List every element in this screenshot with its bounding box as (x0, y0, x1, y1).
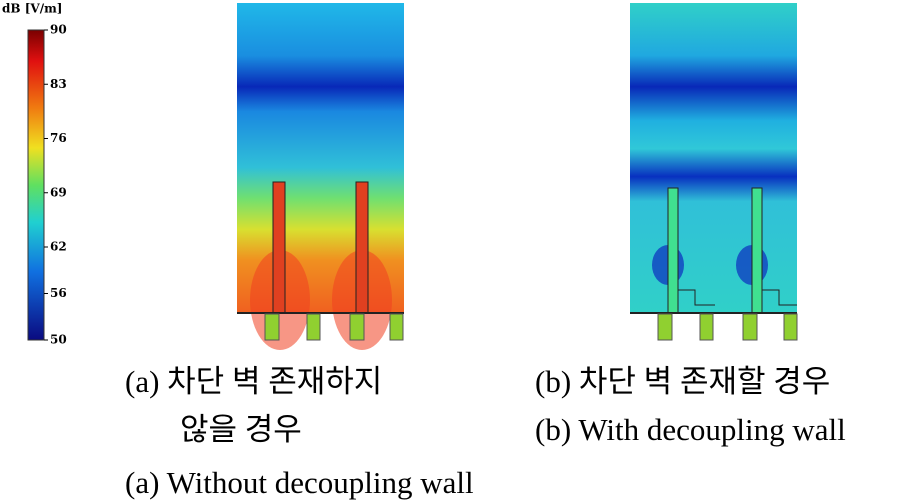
colorbar-title: dB [V/m] (2, 2, 62, 16)
caption-english: (b) With decoupling wall (535, 412, 846, 447)
colorbar-ticks: 90 83 76 69 62 56 50 (44, 23, 67, 347)
caption-english: (a) Without decoupling wall (125, 465, 474, 500)
field-plot-a (237, 3, 404, 350)
field-plot-b (630, 3, 798, 341)
colorbar-tick-label: 76 (50, 131, 67, 145)
colorbar-tick-label: 50 (50, 333, 67, 347)
colorbar-tick-label: 69 (50, 185, 67, 199)
colorbar-tick-label: 62 (50, 240, 67, 254)
caption: (a) 차단 벽 존재하지 (125, 364, 382, 399)
colorbar-tick-label: 83 (50, 77, 67, 91)
caption: (b) 차단 벽 존재할 경우 (535, 364, 830, 399)
colorbar (27, 29, 45, 341)
colorbar-tick-label: 90 (50, 23, 67, 37)
caption: 않을 경우 (180, 412, 302, 447)
colorbar-tick-label: 56 (50, 286, 67, 300)
